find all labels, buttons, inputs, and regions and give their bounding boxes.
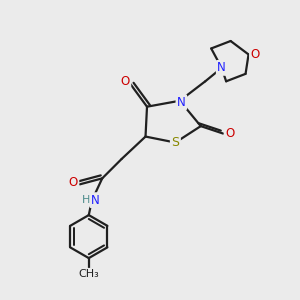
Text: N: N [177,96,186,109]
Text: H: H [82,195,91,205]
Text: N: N [91,194,100,207]
Text: N: N [217,61,226,74]
Text: S: S [171,136,179,149]
Text: CH₃: CH₃ [78,269,99,279]
Text: O: O [69,176,78,189]
Text: O: O [121,75,130,88]
Text: O: O [225,127,234,140]
Text: O: O [250,48,260,61]
